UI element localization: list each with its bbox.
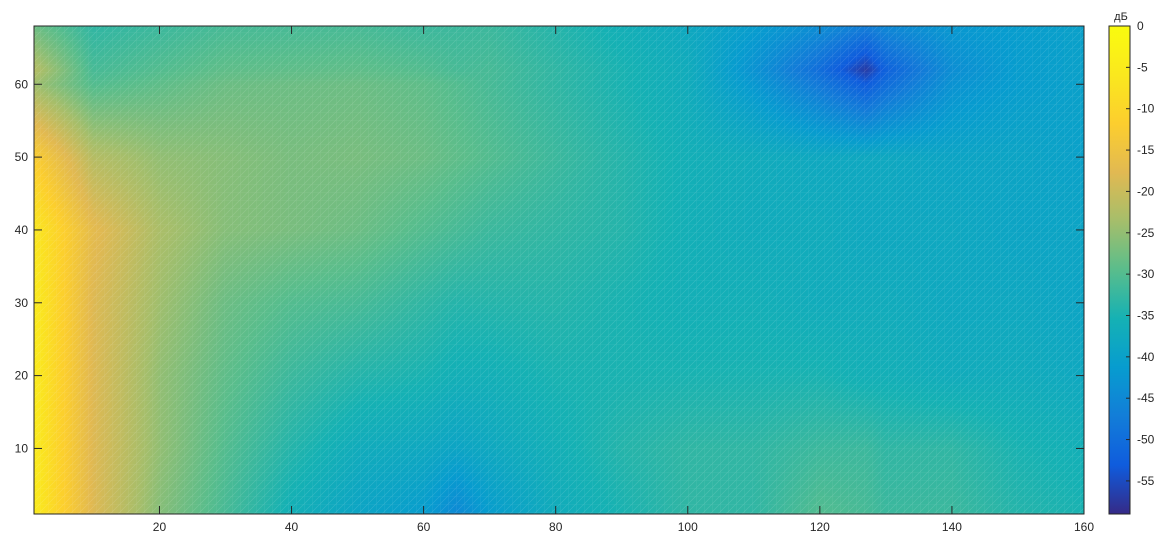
colorbar-unit-label: дБ: [1114, 11, 1128, 23]
y-tick-label: 30: [15, 296, 29, 310]
plot-area: [33, 25, 1085, 515]
colorbar: дБ 0 -5 -10 -15 -20 -25 -30 -35 -40 -45 -50 -55: [1108, 11, 1155, 515]
y-tick-label: 50: [15, 150, 29, 164]
x-tick-label: 80: [549, 520, 563, 534]
x-tick-label: 60: [417, 520, 431, 534]
colorbar-tick-label: -20: [1137, 184, 1155, 198]
colorbar-tick-label: 0: [1137, 19, 1144, 33]
colorbar-tick-label: -50: [1137, 433, 1155, 447]
x-tick-label: 100: [678, 520, 698, 534]
x-axis: 20 40 60 80 100 120 140 160: [153, 26, 1094, 534]
x-tick-label: 120: [810, 520, 830, 534]
y-tick-label: 60: [15, 77, 29, 91]
x-tick-label: 40: [285, 520, 299, 534]
colorbar-tick-label: -15: [1137, 143, 1155, 157]
plot-frame: [33, 25, 1085, 515]
y-axis: 10 20 30 40 50 60: [15, 77, 1084, 455]
colorbar-tick-label: -55: [1137, 474, 1155, 488]
colorbar-frame: [1108, 25, 1131, 515]
y-tick-label: 20: [15, 369, 29, 383]
colorbar-ticks: 0 -5 -10 -15 -20 -25 -30 -35 -40 -45 -50 -55: [1126, 19, 1155, 488]
colorbar-tick-label: -5: [1137, 60, 1148, 74]
y-tick-label: 40: [15, 223, 29, 237]
colorbar-tick-label: -10: [1137, 102, 1155, 116]
colorbar-tick-label: -35: [1137, 308, 1155, 322]
colorbar-tick-label: -45: [1137, 391, 1155, 405]
y-tick-label: 10: [15, 441, 29, 455]
colorbar-bar: [1109, 26, 1130, 514]
x-tick-label: 140: [942, 520, 962, 534]
colorbar-tick-label: -40: [1137, 350, 1155, 364]
x-tick-label: 20: [153, 520, 167, 534]
mesh-overlay: [34, 26, 1084, 514]
colorbar-tick-label: -25: [1137, 226, 1155, 240]
x-tick-label: 160: [1074, 520, 1094, 534]
colorbar-tick-label: -30: [1137, 267, 1155, 281]
